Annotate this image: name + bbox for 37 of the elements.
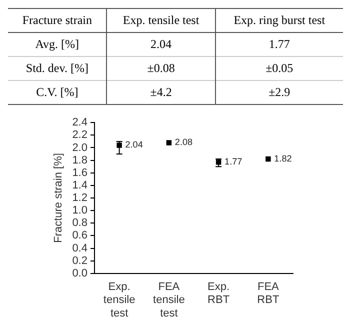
text: ±4.2 bbox=[106, 80, 216, 104]
y-tick-label: 0.4 bbox=[72, 242, 88, 254]
y-tick-label: 0.8 bbox=[72, 217, 88, 230]
y-tick-label: 1.0 bbox=[72, 204, 88, 217]
x-tick-label: FEA tensile test bbox=[153, 281, 185, 320]
y-tick-label: 1.8 bbox=[72, 154, 88, 166]
text: Exp. tensile test bbox=[106, 8, 216, 32]
y-tick-label: 2.4 bbox=[72, 116, 88, 129]
text: Std. dev. [%] bbox=[24, 60, 90, 77]
x-tick-label: Exp. tensile test bbox=[103, 281, 136, 320]
data-label: 2.08 bbox=[174, 137, 192, 148]
data-label: 1.77 bbox=[224, 156, 242, 167]
point bbox=[266, 156, 271, 162]
text: ±2.9 bbox=[215, 80, 343, 104]
x-tick-label: Exp. RBT bbox=[208, 281, 230, 306]
y-tick-label: 2.2 bbox=[72, 129, 88, 142]
y-tick-label: 1.6 bbox=[72, 166, 88, 179]
y-tick-label: 0.6 bbox=[72, 230, 88, 242]
point bbox=[116, 142, 122, 148]
x-tick-label: FEA RBT bbox=[257, 281, 280, 306]
text: ±0.05 bbox=[215, 56, 343, 80]
text: 2.04 bbox=[106, 32, 216, 56]
data-label: 2.04 bbox=[125, 140, 143, 150]
y-tick-label: 0.0 bbox=[72, 267, 88, 280]
y-tick-label: 0.2 bbox=[72, 254, 88, 267]
text: C.V. [%] bbox=[35, 84, 80, 101]
text: Avg. [%] bbox=[34, 36, 80, 53]
y-axis-title: Fracture strain [%] bbox=[52, 153, 65, 243]
data-label: 1.82 bbox=[274, 154, 292, 164]
y-tick-label: 1.4 bbox=[72, 179, 88, 192]
text: Fracture strain bbox=[21, 12, 93, 29]
point bbox=[166, 140, 172, 146]
y-tick-label: 1.2 bbox=[72, 192, 88, 204]
text: 1.77 bbox=[215, 32, 343, 56]
y-tick-label: 2.0 bbox=[72, 142, 88, 154]
text: Exp. ring burst test bbox=[215, 8, 343, 32]
text: ±0.08 bbox=[106, 56, 216, 80]
